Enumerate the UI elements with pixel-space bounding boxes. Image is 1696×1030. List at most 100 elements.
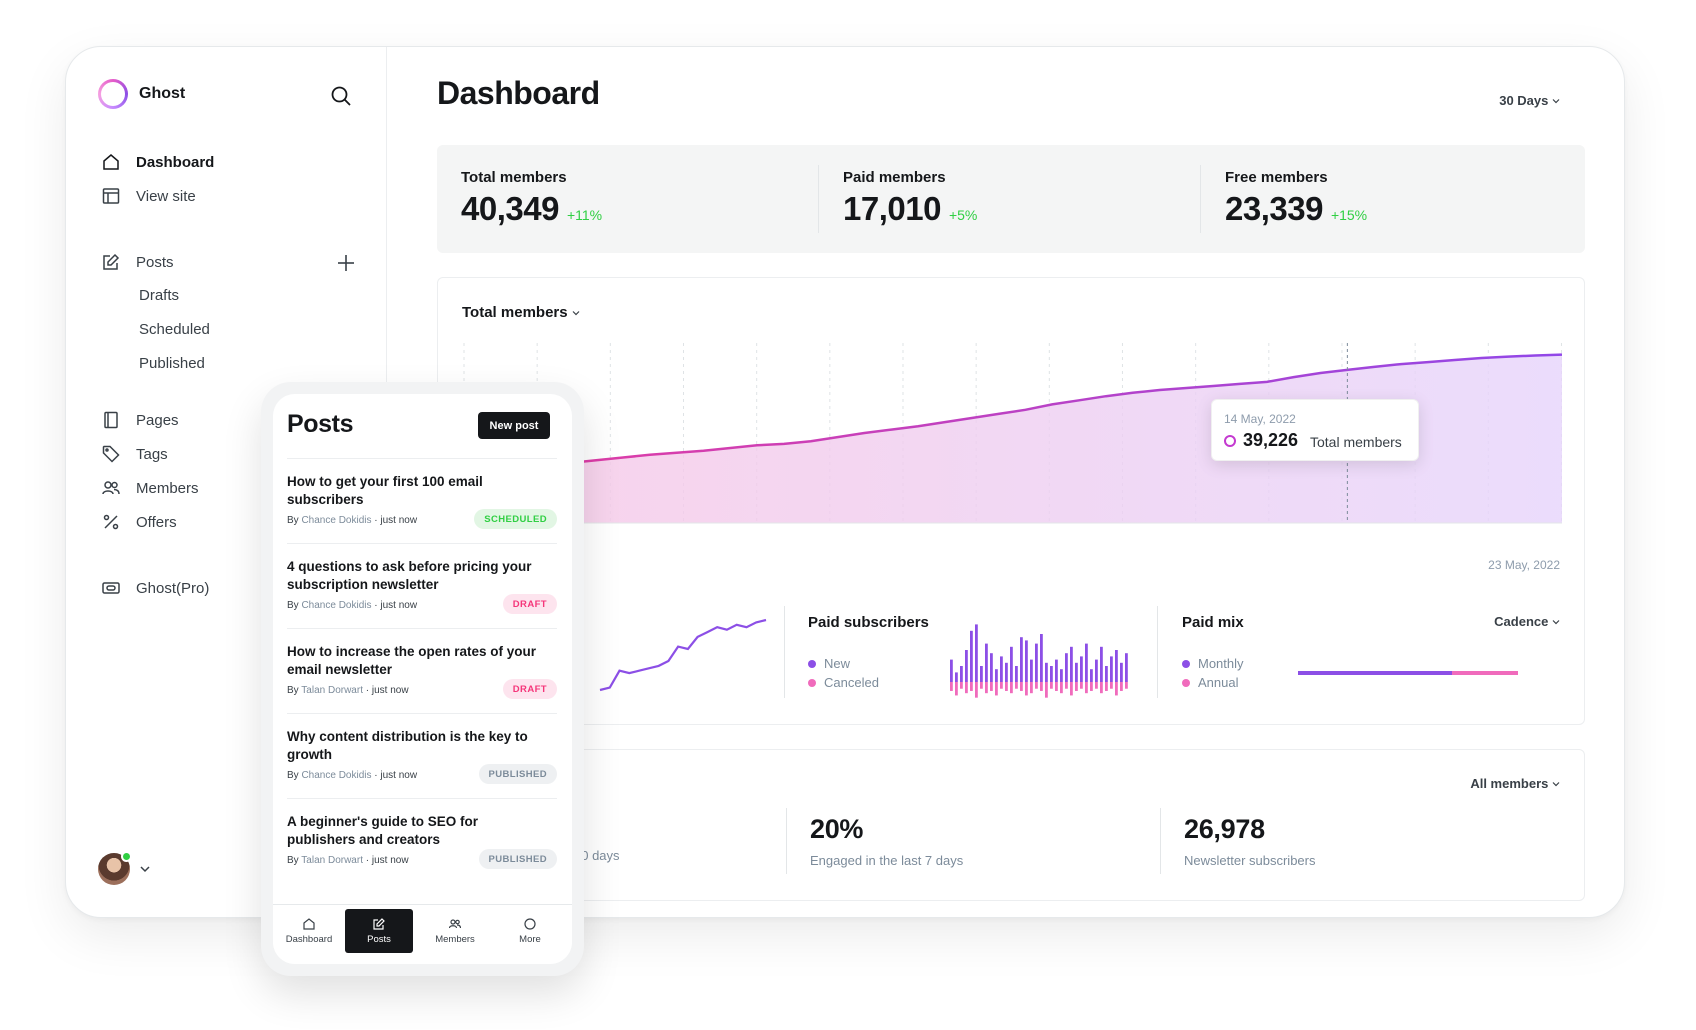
user-menu[interactable] bbox=[98, 851, 152, 885]
date-range-value: 30 Days bbox=[1499, 93, 1549, 108]
chart-tooltip: 14 May, 2022 39,226 Total members bbox=[1211, 399, 1419, 461]
bar-canceled bbox=[1000, 682, 1003, 689]
post-list-item[interactable]: How to get your first 100 email subscrib… bbox=[287, 458, 557, 543]
add-post-icon[interactable] bbox=[336, 253, 356, 273]
bar-new bbox=[960, 666, 963, 682]
member-filter-value: All members bbox=[1470, 776, 1549, 791]
divider bbox=[1160, 808, 1161, 874]
post-by: By bbox=[287, 770, 299, 781]
percent-icon bbox=[103, 514, 119, 530]
paid-subscribers-title: Paid subscribers bbox=[808, 614, 929, 631]
tab-label: Members bbox=[435, 933, 475, 945]
bar-canceled bbox=[1110, 682, 1113, 689]
sidebar-item-scheduled[interactable]: Scheduled bbox=[139, 321, 210, 338]
bar-new bbox=[1105, 666, 1108, 682]
bar-new bbox=[955, 672, 958, 682]
members-icon bbox=[102, 481, 120, 495]
sidebar-item-ghost-pro[interactable]: Ghost(Pro) bbox=[102, 579, 209, 597]
post-list-item[interactable]: 4 questions to ask before pricing your s… bbox=[287, 543, 557, 628]
tooltip-series-marker bbox=[1224, 435, 1236, 447]
status-badge: DRAFT bbox=[502, 679, 557, 699]
date-range-select[interactable]: 30 Days bbox=[1499, 93, 1560, 108]
sidebar-item-published[interactable]: Published bbox=[139, 355, 205, 372]
legend-swatch bbox=[808, 678, 816, 687]
post-title: How to get your first 100 email subscrib… bbox=[287, 474, 483, 507]
legend-swatch bbox=[1182, 678, 1190, 687]
divider bbox=[818, 165, 819, 233]
post-meta: By Chance Dokidis · just now bbox=[287, 515, 418, 526]
bar-new bbox=[1080, 656, 1083, 682]
bar-new bbox=[1015, 666, 1018, 682]
tab-dashboard[interactable]: Dashboard bbox=[275, 909, 343, 953]
bar-canceled bbox=[990, 682, 993, 691]
sidebar-item-dashboard[interactable]: Dashboard bbox=[102, 153, 214, 171]
pages-icon bbox=[104, 411, 118, 429]
total-members-chart[interactable] bbox=[462, 343, 1562, 543]
mix-segment-monthly bbox=[1298, 671, 1452, 675]
post-list-item[interactable]: A beginner's guide to SEO for publishers… bbox=[287, 798, 557, 883]
post-list-item[interactable]: How to increase the open rates of your e… bbox=[287, 628, 557, 713]
bar-canceled bbox=[1020, 682, 1023, 691]
tab-label: Dashboard bbox=[285, 933, 333, 945]
brand[interactable]: Ghost bbox=[98, 79, 185, 109]
sidebar-item-posts[interactable]: Posts bbox=[102, 253, 174, 271]
members-line bbox=[462, 353, 1562, 477]
bar-canceled bbox=[1085, 682, 1088, 694]
sidebar-item-tags[interactable]: Tags bbox=[102, 445, 168, 463]
bar-new bbox=[1040, 634, 1043, 682]
post-by: By bbox=[287, 515, 299, 526]
bar-canceled bbox=[1055, 682, 1058, 691]
members-chart-card: Total members bbox=[437, 277, 1585, 725]
new-post-button[interactable]: New post bbox=[478, 412, 550, 439]
legend-label: Monthly bbox=[1198, 656, 1244, 671]
growth-sparkline bbox=[599, 618, 767, 692]
legend-label: New bbox=[824, 656, 851, 671]
search-icon[interactable] bbox=[330, 85, 352, 107]
sidebar-item-label: Pages bbox=[136, 411, 179, 429]
post-time: just now bbox=[380, 600, 418, 611]
sidebar-item-pages[interactable]: Pages bbox=[102, 411, 179, 429]
post-list-item[interactable]: Why content distribution is the key to g… bbox=[287, 713, 557, 798]
stat-label: Engaged in the last 7 days bbox=[810, 853, 964, 868]
bar-canceled bbox=[1050, 682, 1053, 689]
stat-value: 20% bbox=[810, 814, 864, 844]
bar-new bbox=[1025, 640, 1028, 682]
tab-more[interactable]: More bbox=[496, 909, 564, 953]
bar-new bbox=[1065, 653, 1068, 682]
stat-engaged: 20% Engaged in the last 7 days bbox=[810, 814, 963, 868]
bar-new bbox=[975, 624, 978, 682]
paid-mix-title: Paid mix bbox=[1182, 614, 1244, 631]
bar-canceled bbox=[1115, 682, 1118, 696]
kpi-free-members: Free members 23,339 +15% bbox=[1225, 169, 1367, 228]
sidebar-item-view-site[interactable]: View site bbox=[102, 187, 196, 205]
tab-members[interactable]: Members bbox=[421, 909, 489, 953]
bar-new bbox=[965, 650, 968, 682]
bar-canceled bbox=[1065, 682, 1068, 689]
bar-canceled bbox=[1005, 682, 1008, 691]
post-meta: By Talan Dorwart · just now bbox=[287, 855, 409, 866]
bar-canceled bbox=[1090, 682, 1093, 691]
bar-canceled bbox=[1095, 682, 1098, 689]
chevron-down-icon bbox=[1552, 620, 1560, 625]
member-filter-select[interactable]: All members bbox=[1470, 776, 1560, 791]
bar-canceled bbox=[1030, 682, 1033, 694]
cadence-select[interactable]: Cadence bbox=[1494, 614, 1560, 629]
bar-new bbox=[995, 669, 998, 682]
divider bbox=[1200, 165, 1201, 233]
chart-metric-select[interactable]: Total members bbox=[462, 304, 580, 321]
bar-canceled bbox=[950, 682, 953, 691]
tag-icon bbox=[102, 445, 120, 463]
sidebar-item-drafts[interactable]: Drafts bbox=[139, 287, 180, 304]
post-meta: By Chance Dokidis · just now bbox=[287, 770, 418, 781]
stat-value: 26,978 bbox=[1184, 814, 1265, 844]
post-time: just now bbox=[371, 855, 409, 866]
sidebar-item-members[interactable]: Members bbox=[102, 479, 199, 497]
divider bbox=[786, 808, 787, 874]
pencil-icon bbox=[373, 917, 385, 930]
bar-new bbox=[1030, 659, 1033, 682]
tab-posts[interactable]: Posts bbox=[345, 909, 413, 953]
sidebar-item-offers[interactable]: Offers bbox=[102, 513, 177, 531]
bar-new bbox=[1090, 669, 1093, 682]
bar-canceled bbox=[970, 682, 973, 691]
bar-new bbox=[1070, 646, 1073, 682]
